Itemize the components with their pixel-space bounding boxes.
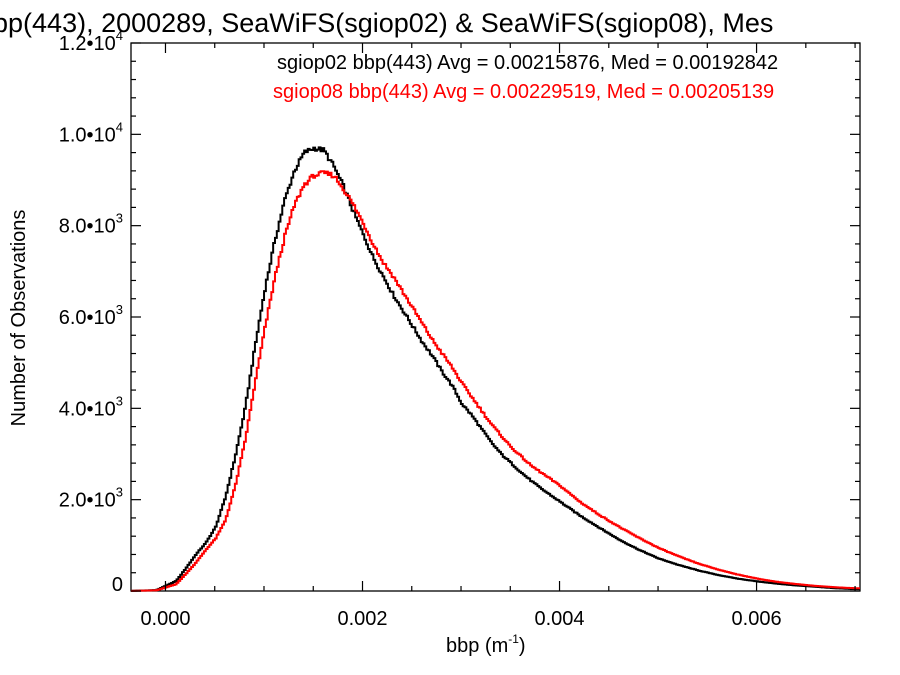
series-line-sgiop02: [131, 146, 860, 592]
x-tick-label: 0.004: [535, 608, 585, 630]
x-axis-label: bbp (m-1): [446, 632, 526, 657]
y-tick-label: 0: [112, 574, 123, 596]
y-tick-label: 1.2•104: [59, 28, 123, 55]
y-tick-label: 6.0•103: [59, 302, 123, 329]
plot-area: 0.000 0.002 0.004 0.006 0 2.0•103 4.0•103 6.0•…: [59, 28, 861, 630]
x-axis-label-superscript: -1: [508, 632, 519, 646]
x-axis-ticks: 0.000 0.002 0.004 0.006: [140, 43, 856, 630]
legend-entry-sgiop02: sgiop02 bbp(443) Avg = 0.00215876, Med =…: [277, 52, 778, 74]
y-tick-label: 1.0•104: [59, 119, 123, 146]
series-line-sgiop08: [131, 170, 860, 592]
legend: sgiop02 bbp(443) Avg = 0.00215876, Med =…: [273, 52, 778, 103]
series-layer: [131, 146, 860, 592]
y-axis-ticks: 0 2.0•103 4.0•103 6.0•103 8.0•103 1.0•104 1.2•…: [59, 28, 860, 596]
y-axis-label: Number of Observations: [8, 210, 30, 427]
x-tick-label: 0.000: [140, 608, 190, 630]
legend-entry-sgiop08: sgiop08 bbp(443) Avg = 0.00229519, Med =…: [273, 81, 774, 103]
y-tick-label: 2.0•103: [59, 485, 123, 512]
chart-title: bbp(443), 2000289, SeaWiFS(sgiop02) & Se…: [0, 8, 773, 38]
x-axis-label-close: ): [519, 635, 526, 657]
x-axis-label-main: bbp (m: [446, 635, 508, 657]
x-tick-label: 0.002: [337, 608, 387, 630]
y-tick-label: 4.0•103: [59, 393, 123, 420]
plot-frame: [130, 42, 861, 592]
y-tick-label: 8.0•103: [59, 211, 123, 238]
x-tick-label: 0.006: [732, 608, 782, 630]
